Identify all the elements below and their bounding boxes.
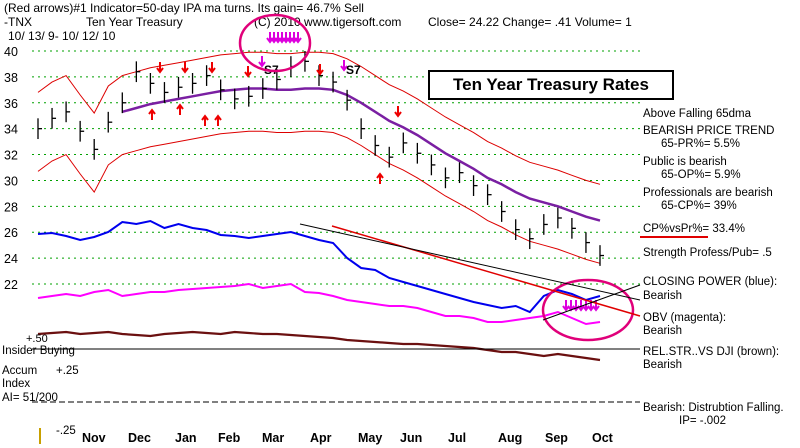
signal-arrow: [258, 56, 266, 68]
insider-buying-label: Insider Buying: [2, 345, 75, 357]
above-ma-text: Above Falling 65dma: [643, 108, 752, 120]
x-label-may: May: [358, 431, 382, 445]
sell-arrow: [316, 64, 324, 76]
y-tick-28: 28: [4, 200, 18, 214]
x-axis-labels: Nov Dec Jan Feb Mar Apr May Jun Jul Aug Sep Oct: [82, 431, 614, 445]
y-tick-24: 24: [4, 252, 18, 266]
x-label-jan: Jan: [175, 431, 197, 445]
lower-band-line: [37, 130, 601, 264]
sell-arrow: [208, 62, 216, 74]
sell-arrow: [394, 106, 402, 118]
x-label-nov: Nov: [82, 431, 106, 445]
professionals-text: Professionals are bearish: [643, 187, 773, 199]
bollinger-bands: [37, 51, 601, 264]
annotation-line-red: [331, 225, 641, 317]
relstr-text: REL.STR..VS DJI (brown):: [643, 346, 780, 358]
ipa-tick: [592, 300, 600, 312]
header-copyright: (C) 2010 www.tigersoft.com: [254, 15, 401, 29]
distribution-text: Bearish: Distrubtion Falling.: [643, 402, 784, 414]
annotation-line-black-2: [542, 284, 641, 321]
sell-arrow: [244, 66, 252, 78]
accum-label: Accum: [2, 365, 37, 377]
index-label: Index: [2, 378, 30, 390]
obv-text: OBV (magenta):: [643, 312, 727, 324]
ipa-tick: [562, 300, 570, 312]
y-tick-30: 30: [4, 174, 18, 188]
cp-state-text: Bearish: [643, 290, 682, 302]
public-text: Public is bearish: [643, 156, 727, 168]
y-tick-38: 38: [4, 71, 18, 85]
signal-label: S7: [346, 63, 361, 77]
buy-arrow: [148, 108, 156, 120]
price-bars: [37, 51, 604, 266]
op-text: 65-OP%= 5.9%: [661, 169, 741, 181]
ai-label: AI= 51/200: [2, 392, 58, 404]
buy-arrow: [176, 103, 184, 115]
sell-arrow: [181, 62, 189, 74]
ip-text: IP= -.002: [679, 415, 726, 427]
x-label-mar: Mar: [262, 431, 284, 445]
y-tick-40: 40: [4, 45, 18, 59]
x-label-jul: Jul: [448, 431, 466, 445]
x-label-dec: Dec: [128, 431, 151, 445]
x-label-jun: Jun: [400, 431, 422, 445]
y-tick-32: 32: [4, 149, 18, 163]
x-label-sep: Sep: [545, 431, 568, 445]
strength-text: Strength Profess/Pub= .5: [643, 247, 772, 259]
chart-title: Ten Year Treasury Rates: [428, 70, 674, 100]
cpvspr-text: CP%vsPr%= 33.4%: [643, 223, 745, 235]
x-label-aug: Aug: [498, 431, 522, 445]
relstr-line: [37, 330, 601, 362]
x-label-feb: Feb: [218, 431, 241, 445]
closing-power-text: CLOSING POWER (blue):: [643, 276, 778, 288]
minus25-label: -.25: [56, 425, 76, 437]
header-indicator-line: (Red arrows)#1 Indicator=50-day IPA ma t…: [4, 1, 364, 15]
buy-arrow: [214, 114, 222, 126]
highlight-circle-top: [238, 13, 312, 73]
ipa-tick: [294, 32, 302, 44]
x-label-oct: Oct: [592, 431, 614, 445]
y-tick-34: 34: [4, 123, 18, 137]
y-axis-ticks: 40 38 36 34 32 30 28 26 24 22: [4, 45, 18, 292]
upper-band-line: [37, 51, 601, 185]
ma-65-line: [121, 87, 601, 222]
header-dates: 10/ 13/ 9- 10/ 12/ 10: [8, 29, 116, 43]
trend-text: BEARISH PRICE TREND: [643, 125, 775, 137]
relstr-state-text: Bearish: [643, 359, 682, 371]
buy-arrow: [201, 114, 209, 126]
header-symbol: -TNX: [4, 15, 32, 29]
buy-arrow: [376, 172, 384, 184]
header-quote: Close= 24.22 Change= .41 Volume= 1: [428, 15, 632, 29]
ipa-tick: [567, 300, 575, 312]
signal-arrow: [340, 60, 348, 72]
closing-power-line: [37, 219, 601, 314]
obv-line: [37, 282, 601, 326]
header-name: Ten Year Treasury: [86, 15, 183, 29]
y-tick-36: 36: [4, 97, 18, 111]
indicator-lines: [37, 219, 601, 362]
cp-text: 65-CP%= 39%: [661, 200, 737, 212]
annotation-line-black: [299, 223, 641, 301]
plus50-label: +.50: [26, 333, 48, 345]
y-tick-22: 22: [4, 278, 18, 292]
y-tick-26: 26: [4, 226, 18, 240]
obv-state-text: Bearish: [643, 325, 682, 337]
sell-arrow: [156, 62, 164, 74]
highlight-circle-bottom: [541, 278, 635, 342]
plus25-label: +.25: [56, 365, 79, 377]
x-label-apr: Apr: [310, 431, 332, 445]
pr-text: 65-PR%= 5.5%: [661, 138, 740, 150]
